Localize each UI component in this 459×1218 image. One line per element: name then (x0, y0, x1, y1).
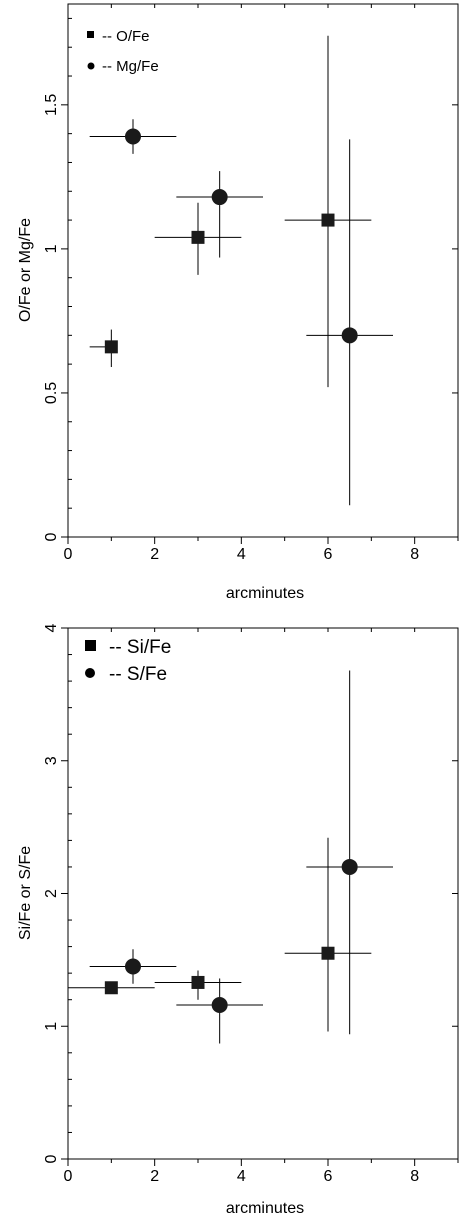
y-tick-label: 0 (43, 532, 60, 541)
x-tick-label: 6 (324, 1168, 333, 1185)
data-point-square (284, 837, 372, 1032)
x-tick-label: 0 (64, 1168, 73, 1185)
square-marker (104, 981, 118, 995)
y-tick-label: 0 (43, 1154, 60, 1163)
data-point-circle (306, 139, 393, 506)
x-tick-label: 6 (324, 546, 333, 563)
square-marker (191, 975, 205, 989)
chart-panel-si-s: 0 2 4 6 8 0 1 2 3 4 arcminutes Si/Fe or S/Fe -- … (17, 623, 459, 1217)
y-axis-label: Si/Fe or S/Fe (17, 846, 34, 940)
square-marker (191, 230, 205, 244)
x-tick-label: 4 (237, 1168, 246, 1185)
square-marker (104, 340, 118, 354)
data-point-square (89, 329, 118, 368)
circle-marker (125, 958, 141, 975)
legend-label-mg-fe: -- Mg/Fe (102, 58, 159, 75)
x-tick-label: 0 (64, 546, 73, 563)
data-point-square (68, 981, 155, 995)
circle-marker (211, 189, 228, 206)
legend-marker-circle (85, 668, 95, 678)
y-tick-label: 4 (43, 623, 60, 632)
y-tick-label: 1 (43, 244, 60, 253)
legend-label-si-fe: -- Si/Fe (109, 637, 171, 658)
circle-marker (341, 327, 358, 344)
data-point-circle (306, 670, 393, 1035)
x-axis-label: arcminutes (226, 1200, 304, 1217)
data-point-circle (89, 119, 177, 154)
y-tick-label: 3 (43, 756, 60, 765)
data-point-square (154, 202, 242, 275)
y-tick-label: 1.5 (43, 94, 60, 116)
data-point-circle (176, 978, 263, 1044)
x-tick-label: 8 (410, 546, 419, 563)
x-tick-label: 4 (237, 546, 246, 563)
data-point-square (284, 35, 372, 388)
square-marker (321, 213, 335, 227)
x-axis-label: arcminutes (226, 585, 304, 602)
data-point-square (154, 970, 242, 1000)
circle-marker (341, 858, 358, 875)
circle-marker (125, 128, 141, 145)
legend-label-o-fe: -- O/Fe (102, 28, 150, 45)
x-tick-label: 8 (410, 1168, 419, 1185)
legend-marker-square (87, 31, 94, 38)
circle-marker (211, 997, 228, 1014)
legend-label-s-fe: -- S/Fe (109, 664, 167, 685)
y-axis-label: O/Fe or Mg/Fe (17, 218, 34, 322)
plot-frame (67, 627, 459, 1160)
legend-marker-circle (87, 62, 95, 70)
plot-frame (67, 3, 459, 538)
x-tick-label: 2 (150, 1168, 159, 1185)
data-point-circle (89, 949, 177, 984)
data-point-circle (176, 171, 263, 258)
legend-marker-square (85, 640, 96, 651)
square-marker (321, 946, 335, 960)
legend: -- O/Fe -- Mg/Fe (87, 28, 159, 75)
y-tick-label: 0.5 (43, 382, 60, 404)
y-tick-label: 1 (43, 1022, 60, 1031)
legend: -- Si/Fe -- S/Fe (85, 637, 171, 685)
x-tick-label: 2 (150, 546, 159, 563)
y-tick-label: 2 (43, 889, 60, 898)
